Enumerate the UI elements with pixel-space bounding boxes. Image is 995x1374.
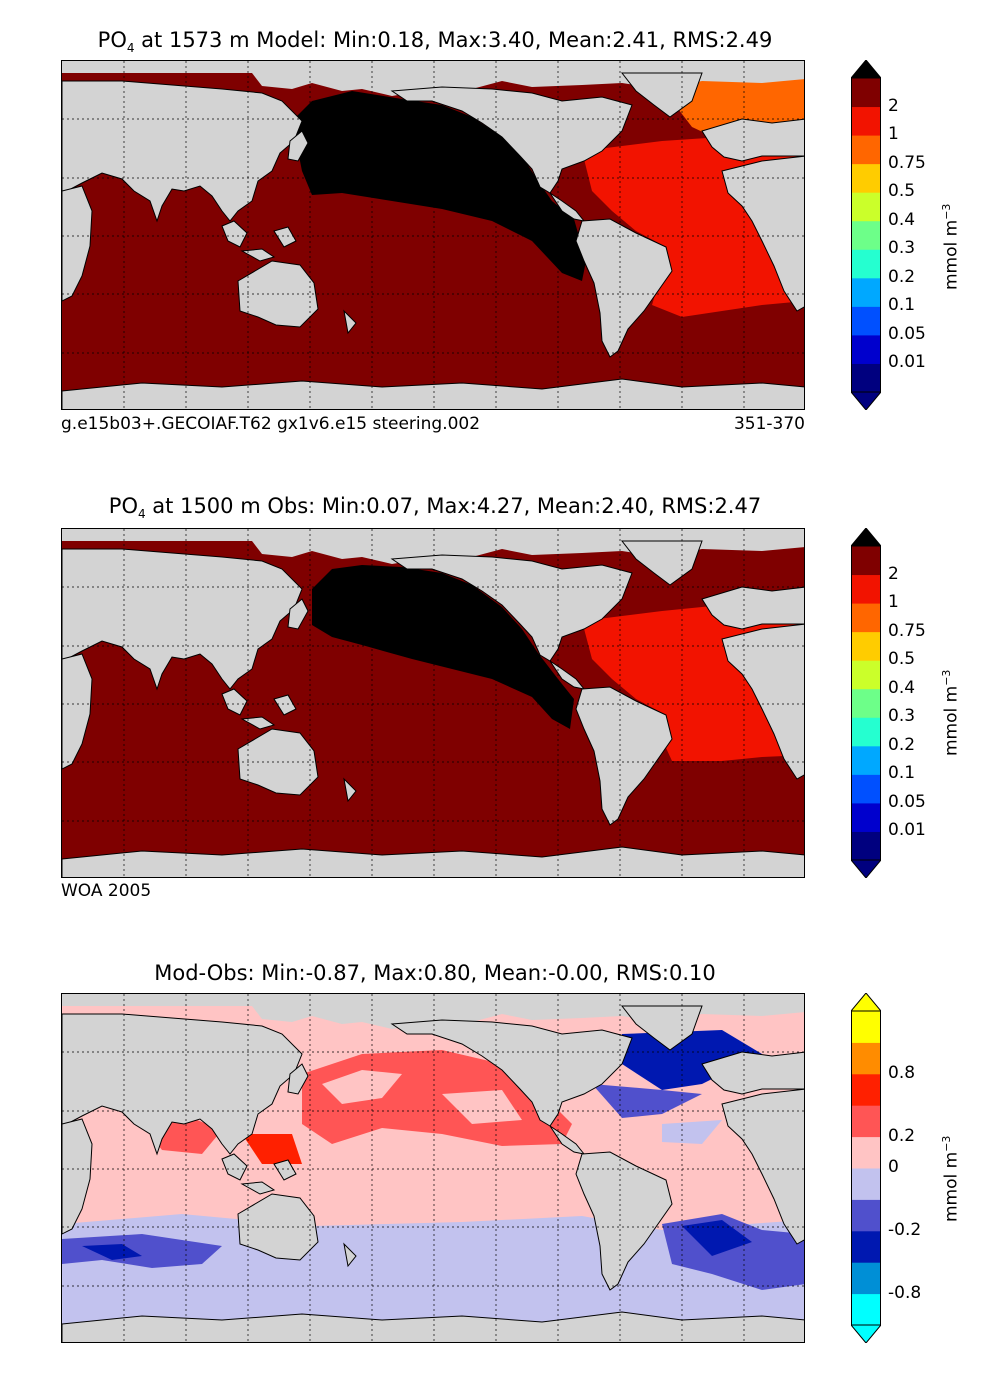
colorbar-tick-label: 0.8 [888,1062,916,1083]
colorbar-swatch [851,1105,881,1138]
colorbar-swatch [851,363,881,393]
colorbar [851,60,881,410]
colorbar-frame [851,77,881,393]
colorbar-swatch [851,745,881,775]
colorbar-swatch [851,546,881,576]
colorbar-tick-label: 2 [888,95,899,116]
colorbar-swatch [851,1293,881,1326]
colorbar-extend-high [851,60,881,79]
colorbar-tick-label: 1 [888,592,899,613]
colorbar-swatch [851,574,881,604]
colorbar-tick-label: 0.01 [888,352,926,373]
colorbar-swatch [851,631,881,661]
colorbar-swatch [851,163,881,193]
footer-left: g.e15b03+.GECOIAF.T62 gx1v6.e15 steering… [61,414,481,434]
colorbar-swatch [851,106,881,136]
units-label: mmol m−3 [940,669,962,756]
colorbar-extend-high [851,993,881,1012]
colorbar-tick-label: -0.2 [888,1219,922,1240]
footer-left: WOA 2005 [61,881,152,901]
panel-title: PO4 at 1500 m Obs: Min:0.07, Max:4.27, M… [108,494,762,522]
colorbar-tick-label: 0 [888,1157,899,1177]
colorbar-tick-label: 0.1 [888,763,916,784]
colorbar-swatch [851,1042,881,1075]
colorbar-tick-label: 0.05 [888,791,926,812]
colorbar-swatch [851,717,881,747]
colorbar-frame [851,1010,881,1326]
map-obs [61,528,805,878]
colorbar-swatch [851,1199,881,1232]
colorbar-tick-label: 0.5 [888,649,916,670]
colorbar-swatch [851,1230,881,1263]
colorbar-extend-high [851,528,881,547]
colorbar-tick-label: -0.8 [888,1282,922,1303]
colorbar-swatch [851,135,881,165]
colorbar-tick-label: 0.4 [888,209,916,230]
panel-title: PO4 at 1573 m Model: Min:0.18, Max:3.40,… [97,28,773,56]
colorbar-swatch [851,249,881,279]
colorbar-swatch [851,78,881,108]
footer-right: 351-370 [733,414,805,434]
north-pacific-region [292,91,586,281]
colorbar-tick-label: 0.2 [888,266,916,287]
map-diff [61,993,805,1343]
colorbar-tick-label: 0.3 [888,706,916,727]
colorbar-swatch [851,220,881,250]
colorbar-tick-label: 0.5 [888,181,916,202]
colorbar-swatch [851,688,881,718]
colorbar [851,993,881,1343]
colorbar-swatch [851,1168,881,1200]
colorbar-swatch [851,1262,881,1295]
colorbar-swatch [851,660,881,690]
colorbar-frame [851,545,881,861]
colorbar-swatch [851,277,881,307]
colorbar-swatch [851,1136,881,1169]
colorbar-swatch [851,774,881,804]
colorbar-extend-low [851,859,881,878]
colorbar-swatch [851,603,881,633]
units-label: mmol m−3 [940,203,962,290]
colorbar-tick-label: 0.4 [888,677,916,698]
colorbar-swatch [851,1011,881,1043]
units-label: mmol m−3 [940,1135,962,1222]
colorbar-swatch [851,802,881,832]
colorbar-tick-label: 0.1 [888,295,916,316]
colorbar-tick-label: 0.75 [888,620,926,641]
colorbar-tick-label: 0.01 [888,820,926,841]
colorbar-tick-label: 0.2 [888,734,916,755]
colorbar-swatch [851,1073,881,1106]
colorbar-extend-low [851,391,881,410]
colorbar-tick-label: 0.75 [888,152,926,173]
colorbar [851,528,881,878]
colorbar-tick-label: 2 [888,563,899,584]
colorbar-swatch [851,306,881,336]
colorbar-extend-low [851,1324,881,1343]
colorbar-swatch [851,831,881,861]
panel-title: Mod-Obs: Min:-0.87, Max:0.80, Mean:-0.00… [154,961,716,985]
colorbar-tick-label: 0.2 [888,1125,916,1146]
colorbar-tick-label: 0.3 [888,238,916,259]
colorbar-tick-label: 1 [888,124,899,145]
colorbar-swatch [851,192,881,222]
map-model [61,60,805,410]
colorbar-tick-label: 0.05 [888,323,926,344]
colorbar-swatch [851,334,881,364]
